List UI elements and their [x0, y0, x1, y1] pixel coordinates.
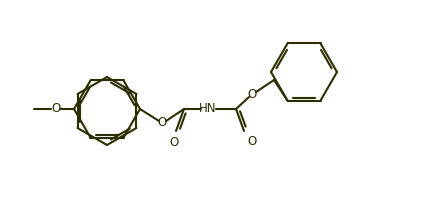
Text: O: O	[169, 136, 179, 149]
Text: O: O	[248, 88, 256, 101]
Text: HN: HN	[199, 102, 217, 115]
Text: O: O	[51, 102, 61, 115]
Text: O: O	[247, 135, 256, 148]
Text: O: O	[157, 117, 167, 129]
